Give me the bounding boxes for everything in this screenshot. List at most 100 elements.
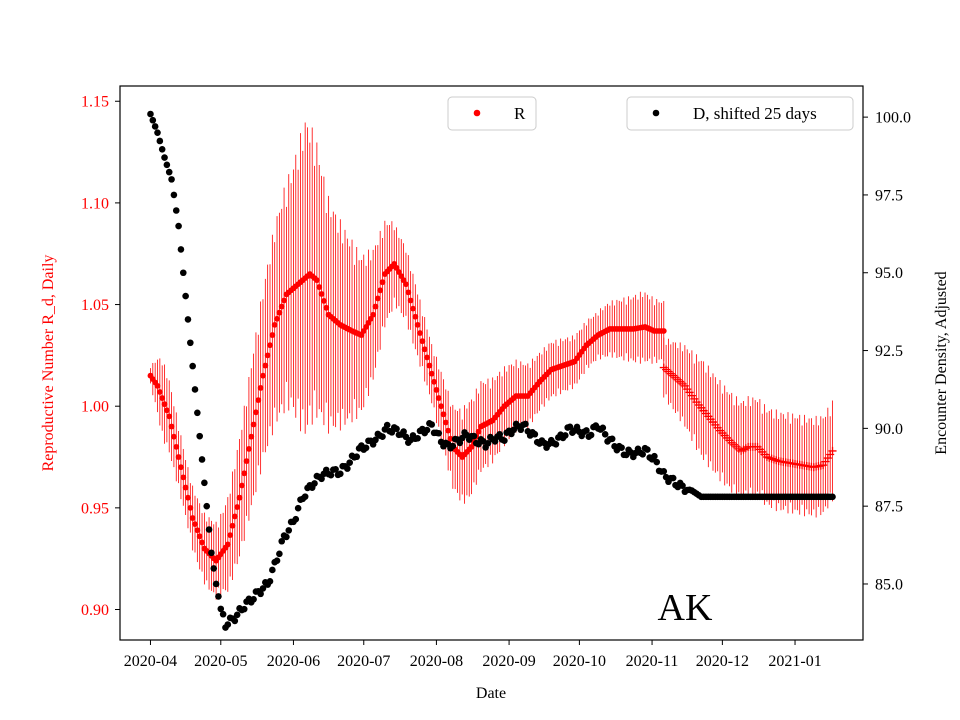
r-projected-point [828,446,837,455]
d-point [283,533,290,541]
r-point [196,533,203,540]
r-point [199,539,205,546]
r-point [231,513,238,520]
d-point [618,444,625,451]
r-point [421,346,428,353]
d-point [259,585,267,592]
r-point [250,421,257,428]
r-point [440,411,447,418]
r-point [318,291,325,297]
d-point [353,453,361,461]
d-point [170,191,178,199]
d-point [601,431,609,438]
r-point [405,289,412,296]
d-point [379,433,386,440]
r-point [660,328,667,334]
r-point [267,342,273,349]
d-point [217,605,225,613]
d-point [292,515,300,523]
right-axis-title: Encounter Density, Adjusted [933,271,950,454]
d-point [337,470,344,478]
r-point [414,321,421,328]
d-point [669,474,677,482]
d-point [240,605,248,613]
r-point [241,470,248,477]
d-point [269,566,276,574]
d-point [250,596,257,603]
r-point [224,541,231,548]
r-point [433,387,440,393]
r-point [313,277,320,284]
legend-r-marker [473,109,481,117]
left-tick-label: 1.15 [81,94,109,111]
left-axis-title: Reproductive Number R_d, Daily [40,255,57,472]
d-point [639,451,646,458]
x-tick-label: 2020-10 [553,653,606,670]
data-points [147,110,837,631]
left-tick-label: 1.05 [81,297,109,314]
d-point [346,459,353,466]
r-point [156,389,163,395]
r-point [445,427,452,434]
x-tick-label: 2021-01 [768,653,821,670]
x-tick-label: 2020-06 [267,653,320,670]
d-point [423,426,431,434]
x-tick-label: 2020-08 [410,653,463,670]
r-point [410,305,416,312]
d-point [285,527,293,534]
d-point [210,565,218,572]
x-tick-label: 2020-07 [337,653,390,670]
d-point [510,426,518,434]
d-point [156,137,164,145]
d-point [175,222,182,230]
r-point [442,419,449,426]
r-point [253,409,259,416]
r-point [403,281,409,288]
d-point [196,432,203,440]
r-point [238,482,245,489]
d-point [294,504,302,512]
r-point [428,370,435,377]
d-point [276,550,283,558]
d-point [172,207,180,214]
x-tick-label: 2020-09 [482,653,535,670]
r-point [271,321,278,328]
r-point [407,297,414,304]
right-tick-label: 100.0 [875,110,911,127]
d-point [414,435,421,442]
r-point [189,515,196,521]
d-point [163,161,171,169]
d-point [470,432,478,440]
d-point [278,537,286,545]
d-point [257,590,264,598]
d-point [179,269,187,277]
r-point [171,433,177,440]
r-point [468,443,475,450]
r-point [262,362,269,369]
d-point [327,471,335,479]
left-tick-label: 0.95 [81,500,109,517]
legend-r-frame [447,96,537,131]
d-point [203,502,211,510]
r-point [379,279,386,286]
d-point [651,452,658,460]
left-tick-label: 1.10 [81,195,109,212]
legend-d-label: D, shifted 25 days [693,104,817,123]
r-point [187,504,194,511]
x-tick-label: 2020-11 [626,653,679,670]
d-point [566,423,574,431]
d-point [344,465,351,472]
d-point [522,420,529,428]
d-point [653,458,661,466]
d-point [212,580,220,588]
r-point [435,395,442,401]
d-point [679,482,686,489]
r-point [374,295,381,302]
legend-d-marker [652,109,660,117]
r-point [236,494,243,501]
d-point [201,479,208,487]
r-point [426,362,433,369]
r-point [264,352,271,359]
d-point [149,116,157,124]
legend-d: D, shifted 25 days [626,96,854,131]
